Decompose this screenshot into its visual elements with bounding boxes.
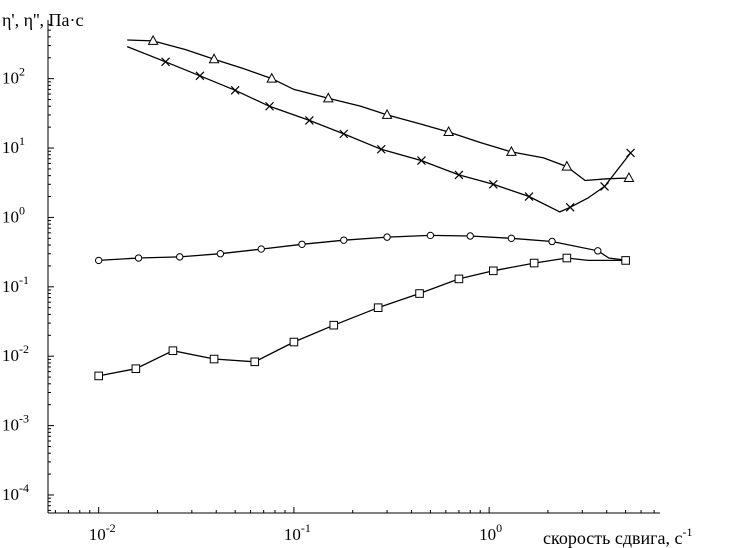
- y-tick-label: 100: [2, 203, 25, 226]
- series-cross: [126, 45, 635, 213]
- x-tick-base: 10: [479, 525, 496, 544]
- data-point-cross: [339, 129, 349, 139]
- y-tick-label: 10-1: [2, 273, 29, 296]
- data-point-triangle: [147, 34, 159, 45]
- y-tick-base: 10: [2, 277, 19, 296]
- y-tick-label: 10-2: [2, 342, 29, 365]
- data-point-cross: [265, 101, 274, 111]
- data-point-circle: [426, 231, 435, 240]
- data-point-triangle: [505, 145, 517, 156]
- data-point-circle: [94, 256, 103, 265]
- data-point-square: [329, 320, 339, 330]
- y-tick-exp: 0: [19, 203, 25, 217]
- data-point-cross: [488, 179, 498, 189]
- data-point-cross: [195, 71, 205, 81]
- data-point-cross: [626, 148, 635, 158]
- data-point-circle: [383, 233, 391, 241]
- data-point-square: [373, 303, 383, 313]
- y-tick-base: 10: [2, 346, 19, 365]
- y-tick-base: 10: [2, 138, 19, 157]
- y-tick-base: 10: [2, 416, 19, 435]
- y-tick-label: 101: [2, 134, 25, 157]
- y-tick-base: 10: [2, 207, 19, 226]
- data-point-circle: [548, 237, 556, 246]
- data-point-triangle: [561, 160, 573, 171]
- data-point-square: [168, 346, 178, 356]
- series-line-triangle: [127, 39, 629, 182]
- y-tick-exp: -2: [19, 342, 29, 356]
- data-point-cross: [524, 192, 534, 201]
- x-tick-base: 10: [89, 525, 106, 544]
- y-tick-exp: -3: [19, 412, 29, 426]
- data-point-triangle: [443, 125, 455, 137]
- x-axis-label-text: скорость сдвига, с: [543, 528, 682, 548]
- data-point-circle: [134, 254, 143, 262]
- data-point-circle: [257, 245, 265, 253]
- axis-labels: η', η'', Па·с скорость сдвига, с-1: [2, 10, 692, 548]
- data-point-square: [415, 289, 424, 298]
- data-point-circle: [507, 234, 516, 243]
- data-point-cross: [417, 156, 426, 165]
- y-tick-exp: -1: [19, 273, 29, 287]
- y-tick-label: 10-3: [2, 412, 29, 435]
- data-point-square: [289, 337, 299, 347]
- y-tick-label: 10-4: [2, 481, 29, 504]
- data-point-square: [131, 364, 141, 374]
- series-line-square: [98, 257, 626, 377]
- data-point-circle: [176, 253, 184, 261]
- data-point-square: [209, 354, 219, 364]
- data-point-square: [529, 258, 539, 268]
- data-point-triangle: [266, 72, 278, 83]
- x-tick-exp: -1: [301, 521, 311, 535]
- data-point-triangle: [208, 53, 220, 64]
- y-axis-label: η', η'', Па·с: [2, 10, 84, 30]
- x-tick-label: 10-2: [89, 521, 116, 544]
- data-point-square: [454, 274, 464, 284]
- y-tick-base: 10: [2, 485, 19, 504]
- data-point-circle: [340, 236, 348, 244]
- series-layer: [94, 34, 635, 381]
- series-triangle: [127, 34, 635, 182]
- series-circle: [94, 231, 628, 265]
- x-tick-label: 10-1: [284, 521, 311, 544]
- data-point-cross: [230, 85, 240, 95]
- data-point-square: [488, 266, 498, 276]
- y-tick-exp: 1: [19, 134, 25, 148]
- data-point-circle: [216, 250, 225, 258]
- x-tick-base: 10: [284, 525, 301, 544]
- data-point-cross: [161, 57, 170, 67]
- data-point-square: [94, 371, 103, 381]
- x-tick-exp: -2: [106, 521, 116, 535]
- series-square: [94, 253, 630, 381]
- data-point-triangle: [381, 108, 393, 119]
- data-point-circle: [466, 232, 474, 240]
- y-tick-label: 102: [2, 65, 25, 88]
- data-point-cross: [454, 170, 464, 180]
- data-point-cross: [304, 115, 314, 125]
- data-point-cross: [376, 144, 386, 154]
- data-point-cross: [565, 202, 575, 212]
- x-tick-exp: 0: [496, 521, 502, 535]
- x-tick-label: 100: [479, 521, 502, 544]
- data-point-square: [621, 256, 630, 265]
- data-point-circle: [298, 240, 306, 248]
- data-point-triangle: [623, 171, 635, 182]
- y-tick-base: 10: [2, 69, 19, 88]
- data-point-circle: [594, 247, 602, 255]
- x-axis-label-sup: -1: [682, 525, 692, 539]
- series-line-cross: [126, 45, 632, 213]
- data-point-cross: [600, 181, 609, 191]
- data-point-triangle: [322, 92, 334, 103]
- data-point-square: [562, 253, 572, 263]
- y-tick-exp: 2: [19, 65, 25, 79]
- data-point-square: [250, 357, 260, 367]
- y-tick-exp: -4: [19, 481, 29, 495]
- x-axis-label: скорость сдвига, с-1: [543, 525, 692, 548]
